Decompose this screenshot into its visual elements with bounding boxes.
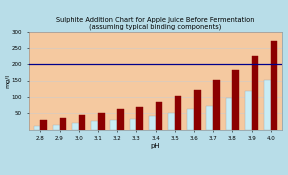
Bar: [149, 116, 156, 130]
Bar: [60, 118, 66, 130]
Bar: [72, 123, 79, 130]
Bar: [245, 91, 251, 130]
Bar: [156, 102, 162, 130]
Bar: [136, 107, 143, 130]
Bar: [251, 56, 258, 130]
Y-axis label: mg/l: mg/l: [5, 74, 10, 88]
Title: Sulphite Addition Chart for Apple Juice Before Fermentation
(assuming typical bi: Sulphite Addition Chart for Apple Juice …: [56, 17, 255, 30]
Bar: [264, 80, 271, 130]
Bar: [98, 113, 105, 130]
Bar: [110, 120, 117, 130]
Bar: [175, 96, 181, 130]
Bar: [130, 119, 136, 130]
Bar: [91, 121, 98, 130]
Bar: [34, 126, 40, 130]
Bar: [271, 41, 277, 130]
Bar: [213, 80, 220, 130]
Bar: [226, 99, 232, 130]
Bar: [187, 109, 194, 130]
X-axis label: pH: pH: [151, 143, 160, 149]
Bar: [232, 70, 239, 130]
Bar: [194, 90, 201, 130]
Bar: [53, 125, 60, 130]
Bar: [168, 113, 175, 130]
Bar: [206, 106, 213, 130]
Bar: [40, 120, 47, 130]
Bar: [117, 109, 124, 130]
Bar: [79, 115, 86, 130]
